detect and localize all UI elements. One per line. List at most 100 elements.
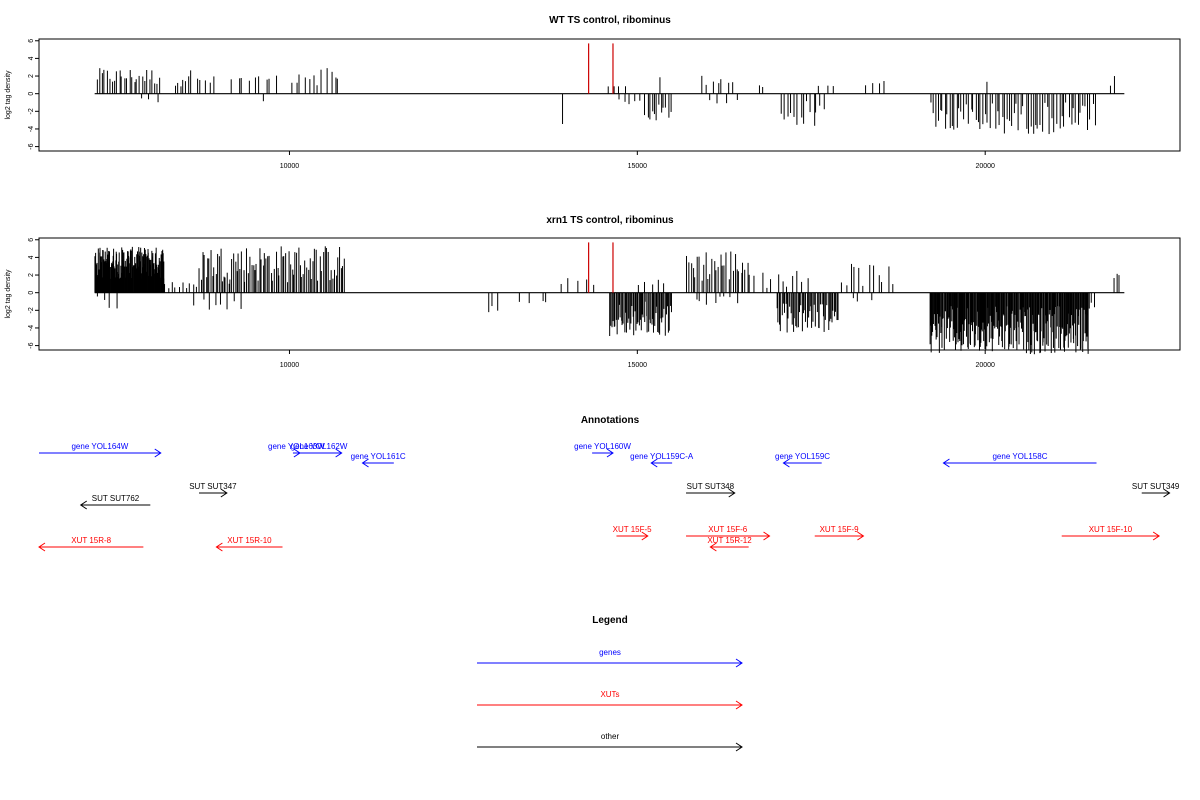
annotation-arrowhead [942,458,950,468]
xrn1-x-axis: 10000 15000 20000 [280,350,995,369]
annotation-sut-sut349: SUT SUT349 [1132,482,1180,498]
annotation-sut-sut347: SUT SUT347 [189,482,237,498]
annotation-arrowhead [763,531,771,541]
wt-track-panel: WT TS control, ribominus log2 tag densit… [5,15,1181,170]
annotation-xut-15f-10: XUT 15F-10 [1061,525,1161,541]
annotation-sut-sut762: SUT SUT762 [79,494,151,510]
legend-arrowhead [735,658,743,668]
annotation-arrowhead [335,448,343,458]
annotation-label: XUT 15R-12 [707,536,752,545]
annotation-label: gene YOL158C [992,452,1047,461]
xrn1-y-tick-label: 6 [28,238,35,242]
xrn1-y-tick-label: 2 [28,273,35,277]
annotation-label: gene YOL161C [351,452,406,461]
xrn1-y-tick-label: 0 [28,291,35,295]
annotation-arrowhead [1163,488,1171,498]
annotation-label: SUT SUT349 [1132,482,1180,491]
annotation-label: gene YOL163W [268,442,325,451]
annotations-title: Annotations [581,415,640,426]
annotation-arrowhead [782,458,790,468]
annotation-label: XUT 15R-8 [71,536,111,545]
annotation-arrowhead [220,488,228,498]
annotation-label: XUT 15R-10 [227,536,272,545]
annotation-label: gene YOL160W [574,442,631,451]
annotation-arrowhead [215,542,223,552]
annotation-gene-yol159c: gene YOL159C [775,452,830,468]
legend-label: XUTs [600,690,619,699]
annotation-label: SUT SUT762 [92,494,140,503]
annotation-label: gene YOL159C-A [630,452,694,461]
legend-title: Legend [592,615,628,626]
annotation-label: XUT 15F-6 [708,525,748,534]
wt-y-tick-label: 0 [28,92,35,96]
xrn1-y-tick-label: 4 [28,255,35,259]
annotation-xut-15f-5: XUT 15F-5 [613,525,653,541]
wt-x-tick-label: 10000 [280,163,300,170]
wt-x-tick-label: 15000 [628,163,648,170]
annotation-arrowhead [709,542,717,552]
xrn1-bars [94,242,1125,355]
wt-y-tick-label: 2 [28,74,35,78]
wt-plot-frame [38,38,1181,152]
xrn1-x-tick-label: 15000 [628,362,648,369]
xrn1-y-tick-label: -6 [28,342,35,348]
xrn1-track-title: xrn1 TS control, ribominus [546,215,674,226]
annotation-sut-sut348: SUT SUT348 [686,482,736,498]
annotation-arrowhead [154,448,162,458]
wt-bars [94,43,1125,135]
legend-item-other: other [477,732,743,752]
xrn1-y-tick-label: -2 [28,307,35,313]
xrn1-track-panel: xrn1 TS control, ribominus log2 tag dens… [5,215,1181,369]
wt-y-tick-label: -6 [28,143,35,149]
annotation-label: XUT 15F-5 [613,525,653,534]
annotation-xut-15r-12: XUT 15R-12 [707,536,752,552]
xrn1-y-axis-label: log2 tag density [5,269,12,319]
legend-label: genes [599,648,621,657]
annotation-xut-15f-9: XUT 15F-9 [814,525,865,541]
annotation-arrowhead [38,542,46,552]
legend-label: other [601,732,620,741]
annotation-gene-yol162w: gene YOL162W [291,442,348,458]
annotation-label: gene YOL162W [291,442,348,451]
annotation-arrowhead [1152,531,1161,541]
wt-track-title: WT TS control, ribominus [549,15,671,26]
legend-arrowhead [735,700,743,710]
legend-arrowhead [735,742,743,752]
xrn1-y-axis: 6 4 2 0 -2 -4 -6 [28,238,39,349]
annotation-arrowhead [650,458,658,468]
annotation-arrowhead [857,531,865,541]
xrn1-x-tick-label: 10000 [280,362,300,369]
wt-y-axis: 6 4 2 0 -2 -4 -6 [28,39,39,150]
annotation-label: SUT SUT347 [189,482,237,491]
wt-x-axis: 10000 15000 20000 [280,151,995,170]
annotation-label: XUT 15F-9 [820,525,860,534]
annotation-label: gene YOL164W [71,442,128,451]
annotations-panel: Annotations gene YOL164W gene YOL163Wgene… [38,415,1180,552]
annotation-arrowhead [79,500,88,510]
annotation-label: SUT SUT348 [687,482,735,491]
annotation-xut-15r-10: XUT 15R-10 [215,536,283,552]
wt-y-tick-label: -4 [28,126,35,132]
annotation-label: XUT 15F-10 [1089,525,1133,534]
wt-y-tick-label: 6 [28,39,35,43]
annotation-label: gene YOL159C [775,452,830,461]
xrn1-x-tick-label: 20000 [975,362,995,369]
legend-item-genes: genes [477,648,743,668]
legend-items: genes XUTs other [477,648,743,752]
annotation-arrowhead [641,531,649,541]
xrn1-plot-frame [38,237,1181,351]
annotation-xut-15r-8: XUT 15R-8 [38,536,144,552]
annotation-gene-yol161c: gene YOL161C [351,452,406,468]
wt-y-tick-label: 4 [28,56,35,60]
xrn1-y-tick-label: -4 [28,325,35,331]
annotation-arrowhead [606,448,614,458]
wt-x-tick-label: 20000 [975,163,995,170]
annotation-arrowhead [728,488,736,498]
legend-item-xuts: XUTs [477,690,743,710]
annotation-arrowhead [361,458,369,468]
annotation-gene-yol158c: gene YOL158C [942,452,1097,468]
wt-y-axis-label: log2 tag density [5,70,12,120]
annotation-gene-yol164w: gene YOL164W [39,442,162,458]
